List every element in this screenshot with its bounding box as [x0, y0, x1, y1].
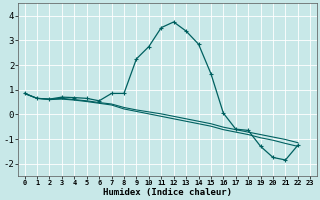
- X-axis label: Humidex (Indice chaleur): Humidex (Indice chaleur): [103, 188, 232, 197]
